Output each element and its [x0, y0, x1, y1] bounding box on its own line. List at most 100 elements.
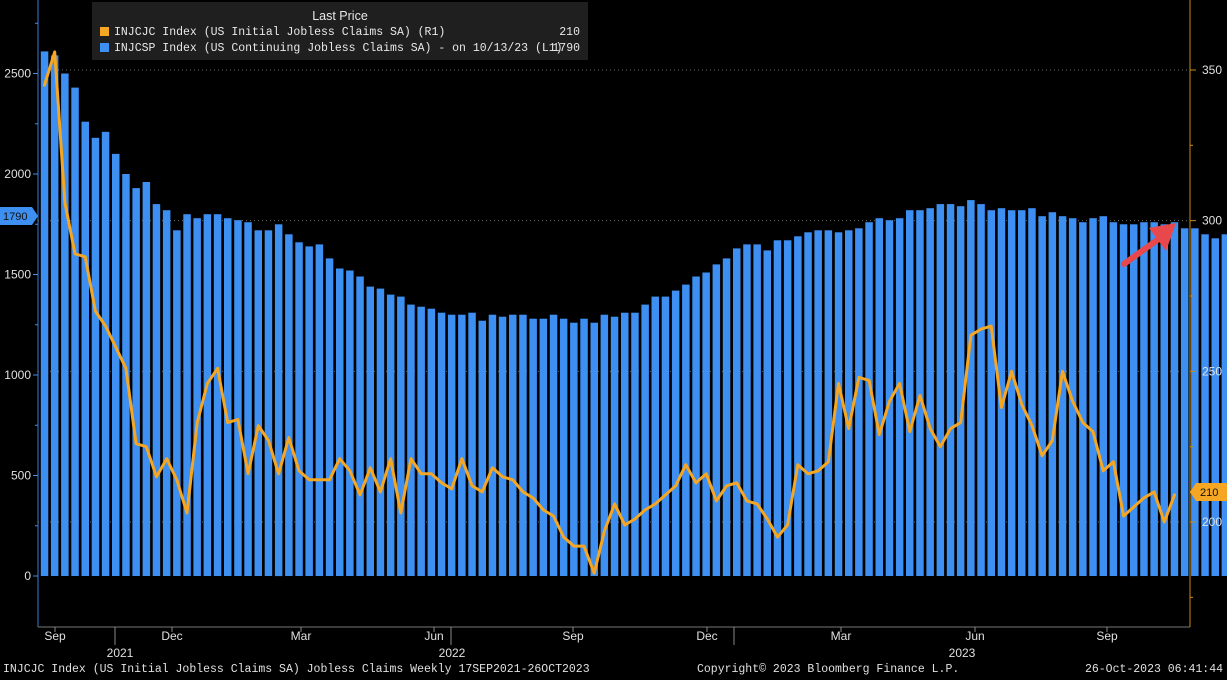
bar	[417, 306, 425, 576]
bar	[763, 250, 771, 576]
left-tick-label: 0	[24, 569, 31, 583]
bar	[295, 242, 303, 577]
x-axis-ticks: Sep Dec Mar Jun Sep Dec Mar Jun Sep 2021 2022 2023	[44, 627, 1118, 660]
left-tick-label: 1500	[4, 268, 31, 282]
bar	[50, 55, 59, 576]
bar	[580, 318, 588, 576]
x-tick-label: Sep	[562, 629, 584, 643]
bar	[91, 137, 100, 577]
bar	[376, 288, 385, 576]
bar	[926, 208, 934, 576]
line-series	[43, 50, 1176, 575]
bar	[794, 236, 802, 577]
last-value-right: 210	[1190, 483, 1227, 501]
legend-value: 1790	[552, 42, 580, 55]
bar	[743, 244, 751, 576]
bar	[1109, 222, 1118, 576]
last-value-left: 1790	[0, 207, 38, 225]
legend-label: INJCSP Index (US Continuing Jobless Clai…	[114, 42, 563, 55]
bar	[213, 214, 222, 576]
last-value-left-label: 1790	[3, 211, 27, 223]
bar	[916, 210, 924, 576]
legend-item-initial-claims: INJCJC Index (US Initial Jobless Claims …	[100, 26, 580, 40]
arrow-shaft	[1121, 235, 1163, 267]
legend-swatch-orange	[100, 27, 109, 36]
bar	[733, 248, 741, 576]
bar	[1150, 222, 1158, 576]
bar	[1221, 234, 1227, 577]
bar	[173, 230, 181, 577]
legend-label: INJCJC Index (US Initial Jobless Claims …	[114, 26, 446, 39]
bar	[101, 131, 110, 577]
bar	[1089, 218, 1097, 576]
bar	[1119, 224, 1128, 577]
bar	[651, 296, 659, 576]
legend-swatch-blue	[100, 43, 109, 52]
bar	[468, 312, 476, 576]
bar	[997, 208, 1006, 576]
bar	[1018, 210, 1026, 576]
bar	[488, 314, 497, 576]
bar	[305, 246, 313, 576]
left-tick-label: 1000	[4, 368, 31, 382]
bar	[1201, 234, 1209, 577]
bar	[875, 218, 883, 576]
x-tick-label: Dec	[696, 629, 717, 643]
right-tick-label: 250	[1202, 364, 1222, 378]
bar	[895, 218, 904, 576]
bar	[346, 270, 354, 576]
bar	[885, 220, 894, 576]
bar	[254, 230, 262, 577]
bar	[1038, 216, 1046, 576]
bar	[610, 316, 619, 576]
bar	[529, 318, 537, 576]
x-tick-label: Mar	[291, 629, 312, 643]
bar	[336, 268, 344, 576]
bar	[641, 304, 649, 576]
footer-description: INJCJC Index (US Initial Jobless Claims …	[3, 663, 590, 676]
bar	[366, 286, 374, 576]
bar	[783, 240, 792, 577]
bar	[987, 210, 995, 576]
x-year-label: 2023	[949, 646, 976, 660]
bar	[162, 210, 171, 576]
bar	[274, 224, 283, 577]
bar	[356, 276, 364, 576]
left-tick-label: 2000	[4, 167, 31, 181]
bar	[814, 230, 822, 577]
bar	[264, 230, 273, 577]
legend: Last Price INJCJC Index (US Initial Jobl…	[92, 2, 588, 60]
bar	[559, 318, 568, 576]
bar	[132, 188, 140, 576]
bar	[40, 51, 49, 576]
bar	[590, 322, 598, 576]
last-value-right-tag	[1190, 483, 1227, 501]
right-tick-label: 300	[1202, 214, 1222, 228]
bar	[1211, 238, 1219, 577]
legend-value: 210	[559, 26, 580, 39]
bar	[193, 218, 201, 576]
bar	[1180, 228, 1189, 577]
bar	[631, 312, 639, 576]
bar	[142, 182, 151, 576]
bar	[671, 290, 680, 576]
bar	[224, 218, 232, 576]
bar	[1130, 224, 1138, 577]
bar	[152, 204, 161, 576]
bar	[682, 284, 690, 576]
bars-continuing-claims	[40, 51, 1227, 577]
bar	[977, 204, 985, 576]
legend-item-continuing-claims: INJCSP Index (US Continuing Jobless Clai…	[100, 42, 580, 56]
bar	[234, 220, 242, 576]
footer-copyright: Copyright© 2023 Bloomberg Finance L.P.	[697, 663, 960, 676]
x-tick-label: Dec	[161, 629, 182, 643]
bar	[621, 312, 629, 576]
bar	[845, 230, 853, 577]
bar	[386, 294, 395, 576]
bar	[325, 258, 334, 576]
footer-timestamp: 26-Oct-2023 06:41:44	[1084, 663, 1223, 676]
bar	[458, 314, 466, 576]
bar	[946, 204, 955, 576]
x-year-label: 2022	[439, 646, 466, 660]
